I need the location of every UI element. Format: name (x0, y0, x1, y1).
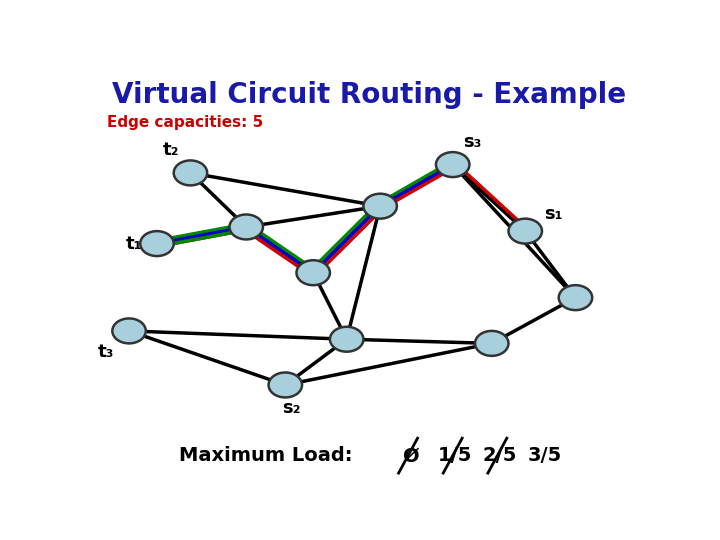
Text: 3/5: 3/5 (528, 446, 562, 465)
Circle shape (112, 319, 145, 343)
Circle shape (364, 194, 397, 219)
Text: s₁: s₁ (544, 206, 562, 224)
Circle shape (230, 214, 263, 239)
Text: Edge capacities: 5: Edge capacities: 5 (107, 114, 263, 130)
Text: t₁: t₁ (125, 234, 142, 253)
Circle shape (475, 331, 508, 356)
Text: t₃: t₃ (97, 343, 114, 361)
Text: Virtual Circuit Routing - Example: Virtual Circuit Routing - Example (112, 82, 626, 110)
Circle shape (559, 285, 593, 310)
Text: 2/5: 2/5 (483, 446, 517, 465)
Text: Ø: Ø (402, 446, 419, 465)
Text: Maximum Load:: Maximum Load: (179, 446, 353, 465)
Text: t₂: t₂ (163, 141, 179, 159)
Text: s₂: s₂ (282, 399, 300, 417)
Circle shape (174, 160, 207, 185)
Text: s₃: s₃ (463, 133, 482, 151)
Circle shape (508, 219, 542, 244)
Circle shape (269, 373, 302, 397)
Circle shape (140, 231, 174, 256)
Text: 1/5: 1/5 (438, 446, 472, 465)
Circle shape (330, 327, 364, 352)
Circle shape (436, 152, 469, 177)
Circle shape (297, 260, 330, 285)
